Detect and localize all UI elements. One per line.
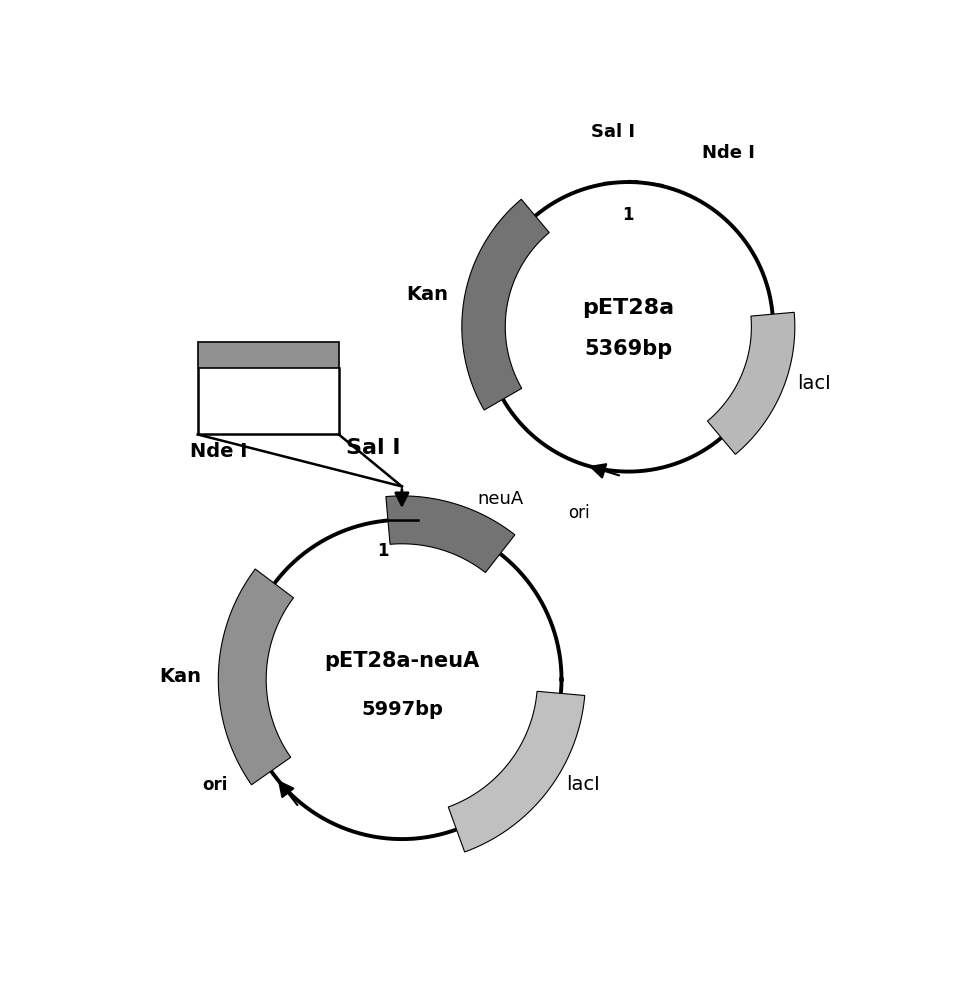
Text: Sal I: Sal I [346, 438, 400, 458]
Polygon shape [218, 569, 293, 785]
Bar [197, 342, 339, 368]
Text: pET28a-neuA: pET28a-neuA [324, 651, 480, 671]
Text: neuA: neuA [477, 490, 523, 508]
Text: Sal I: Sal I [591, 123, 635, 141]
Text: pET28a: pET28a [582, 298, 674, 318]
Text: 1: 1 [623, 206, 634, 224]
Text: Kan: Kan [406, 285, 448, 304]
Text: 5997bp: 5997bp [361, 700, 443, 719]
Text: lacI: lacI [797, 374, 831, 393]
Text: 5369bp: 5369bp [584, 339, 673, 359]
Text: lacI: lacI [565, 775, 600, 794]
Polygon shape [707, 312, 795, 454]
Text: ori: ori [202, 776, 228, 794]
Text: Nde I: Nde I [191, 442, 248, 461]
Polygon shape [462, 199, 549, 410]
Polygon shape [448, 691, 584, 852]
Text: 1: 1 [377, 542, 389, 560]
Text: ori: ori [568, 504, 589, 522]
Text: Nde I: Nde I [701, 144, 755, 162]
Polygon shape [386, 496, 514, 573]
Text: Kan: Kan [159, 667, 201, 686]
